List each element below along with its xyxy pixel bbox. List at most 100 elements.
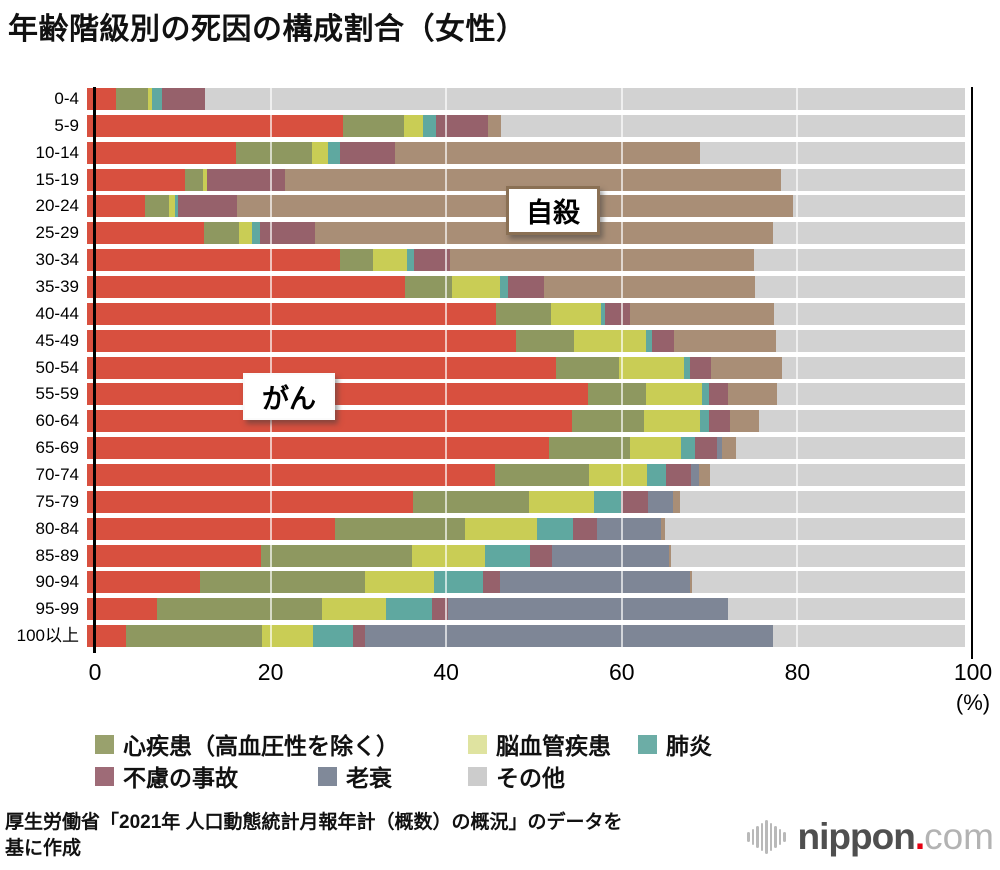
bar-segment-cancer (87, 544, 261, 567)
bar-segment-suicide (729, 410, 760, 433)
bar-segment-pneumonia (174, 195, 179, 218)
bar-segment-heart-disease (334, 517, 466, 540)
bar-segment-other (679, 490, 965, 513)
bar-segment-cancer (87, 302, 497, 325)
bar-segment-senility (365, 625, 773, 648)
bar-segment-senility (717, 437, 722, 460)
bar-segment-cancer (87, 598, 158, 621)
y-axis-label: 20-24 (35, 196, 79, 216)
bar-segment-cerebrovascular (411, 544, 485, 567)
bar-segment-cerebrovascular (365, 571, 434, 594)
bar-segment-cancer (87, 249, 340, 272)
bar-segment-accident (507, 276, 544, 299)
bar-segment-accident (259, 222, 316, 245)
source-line-2: 基に作成 (5, 838, 82, 859)
bar-segment-other (781, 168, 965, 191)
bar-segment-pneumonia (423, 114, 436, 137)
y-axis-label: 60-64 (35, 411, 79, 431)
bar-row: 100以上 (0, 625, 973, 648)
bar-segment-accident (178, 195, 238, 218)
bar-segment-other (735, 437, 965, 460)
bar-segment-heart-disease (115, 88, 148, 110)
legend-swatch-heart-disease (95, 734, 114, 754)
y-axis-label: 0-4 (54, 89, 79, 108)
y-axis-label: 90-94 (35, 572, 79, 592)
legend-item-other: その他 (468, 759, 565, 793)
bar-track (87, 517, 965, 540)
bar-track (87, 598, 965, 621)
bar-segment-cerebrovascular (238, 222, 253, 245)
bar-segment-pneumonia (536, 517, 574, 540)
y-axis-label: 55-59 (35, 384, 79, 404)
bar-segment-accident (413, 249, 451, 272)
bar-segment-senility (648, 490, 673, 513)
bar-segment-other (205, 88, 965, 110)
bar-row: 90-94 (0, 571, 973, 594)
bar-segment-senility (552, 544, 670, 567)
bar-segment-heart-disease (157, 598, 323, 621)
bar-row: 15-19 (0, 168, 973, 191)
y-axis-label: 40-44 (35, 303, 79, 323)
legend-swatch-senility (318, 766, 337, 786)
y-axis-line (93, 87, 96, 653)
bar-segment-senility (691, 464, 699, 487)
bar-segment-other (710, 464, 965, 487)
bar-segment-other (755, 276, 965, 299)
gridline-40 (445, 88, 448, 651)
bar-row: 50-54 (0, 356, 973, 379)
y-axis-label: 25-29 (35, 223, 79, 243)
bar-segment-cancer (87, 490, 413, 513)
bar-segment-heart-disease (495, 464, 590, 487)
bar-segment-accident (620, 490, 648, 513)
legend-item-senility: 老衰 (318, 759, 392, 793)
legend-swatch-other (468, 766, 487, 786)
x-tick-label-20: 20 (257, 659, 284, 685)
legend-label-accident: 不慮の事故 (123, 765, 238, 791)
bar-segment-accident (207, 168, 285, 191)
bar-segment-pneumonia (499, 276, 508, 299)
soundwave-icon (747, 819, 788, 854)
legend-label-pneumonia: 肺炎 (666, 733, 712, 759)
bar-track (87, 383, 965, 406)
bar-track (87, 464, 965, 487)
bar-segment-other (501, 114, 965, 137)
bar-row: 65-69 (0, 437, 973, 460)
y-axis-label: 85-89 (35, 545, 79, 565)
bar-segment-accident (435, 114, 489, 137)
bar-segment-accident (482, 571, 501, 594)
bar-segment-cerebrovascular (202, 168, 208, 191)
bar-segment-cancer (87, 168, 186, 191)
logo-word: nippon (797, 816, 916, 857)
bar-segment-cerebrovascular (528, 490, 594, 513)
x-tick-label-80: 80 (784, 659, 811, 685)
bar-segment-cancer (87, 276, 405, 299)
bar-segment-heart-disease (185, 168, 203, 191)
bar-segment-heart-disease (555, 356, 620, 379)
legend-swatch-accident (95, 766, 114, 786)
bar-segment-pneumonia (406, 249, 414, 272)
legend-label-other: その他 (496, 765, 565, 791)
bar-track (87, 329, 965, 352)
bar-segment-pneumonia (312, 625, 353, 648)
bar-segment-cancer (87, 437, 549, 460)
bar-segment-suicide (698, 464, 711, 487)
bar-segment-accident (695, 437, 718, 460)
bar-track (87, 302, 965, 325)
bar-track (87, 571, 965, 594)
bar-segment-other (772, 222, 965, 245)
bar-row: 70-74 (0, 464, 973, 487)
bar-segment-pneumonia (684, 356, 691, 379)
bar-row: 0-4 (0, 88, 973, 110)
bar-segment-cerebrovascular (147, 88, 152, 110)
bar-segment-heart-disease (203, 222, 239, 245)
bar-track (87, 410, 965, 433)
bar-track (87, 276, 965, 299)
bar-segment-other (754, 249, 965, 272)
bar-segment-cancer (87, 195, 145, 218)
bar-row: 95-99 (0, 598, 973, 621)
bar-segment-other (782, 356, 965, 379)
bar-track (87, 544, 965, 567)
bar-segment-cerebrovascular (629, 437, 681, 460)
bar-segment-suicide (727, 383, 778, 406)
